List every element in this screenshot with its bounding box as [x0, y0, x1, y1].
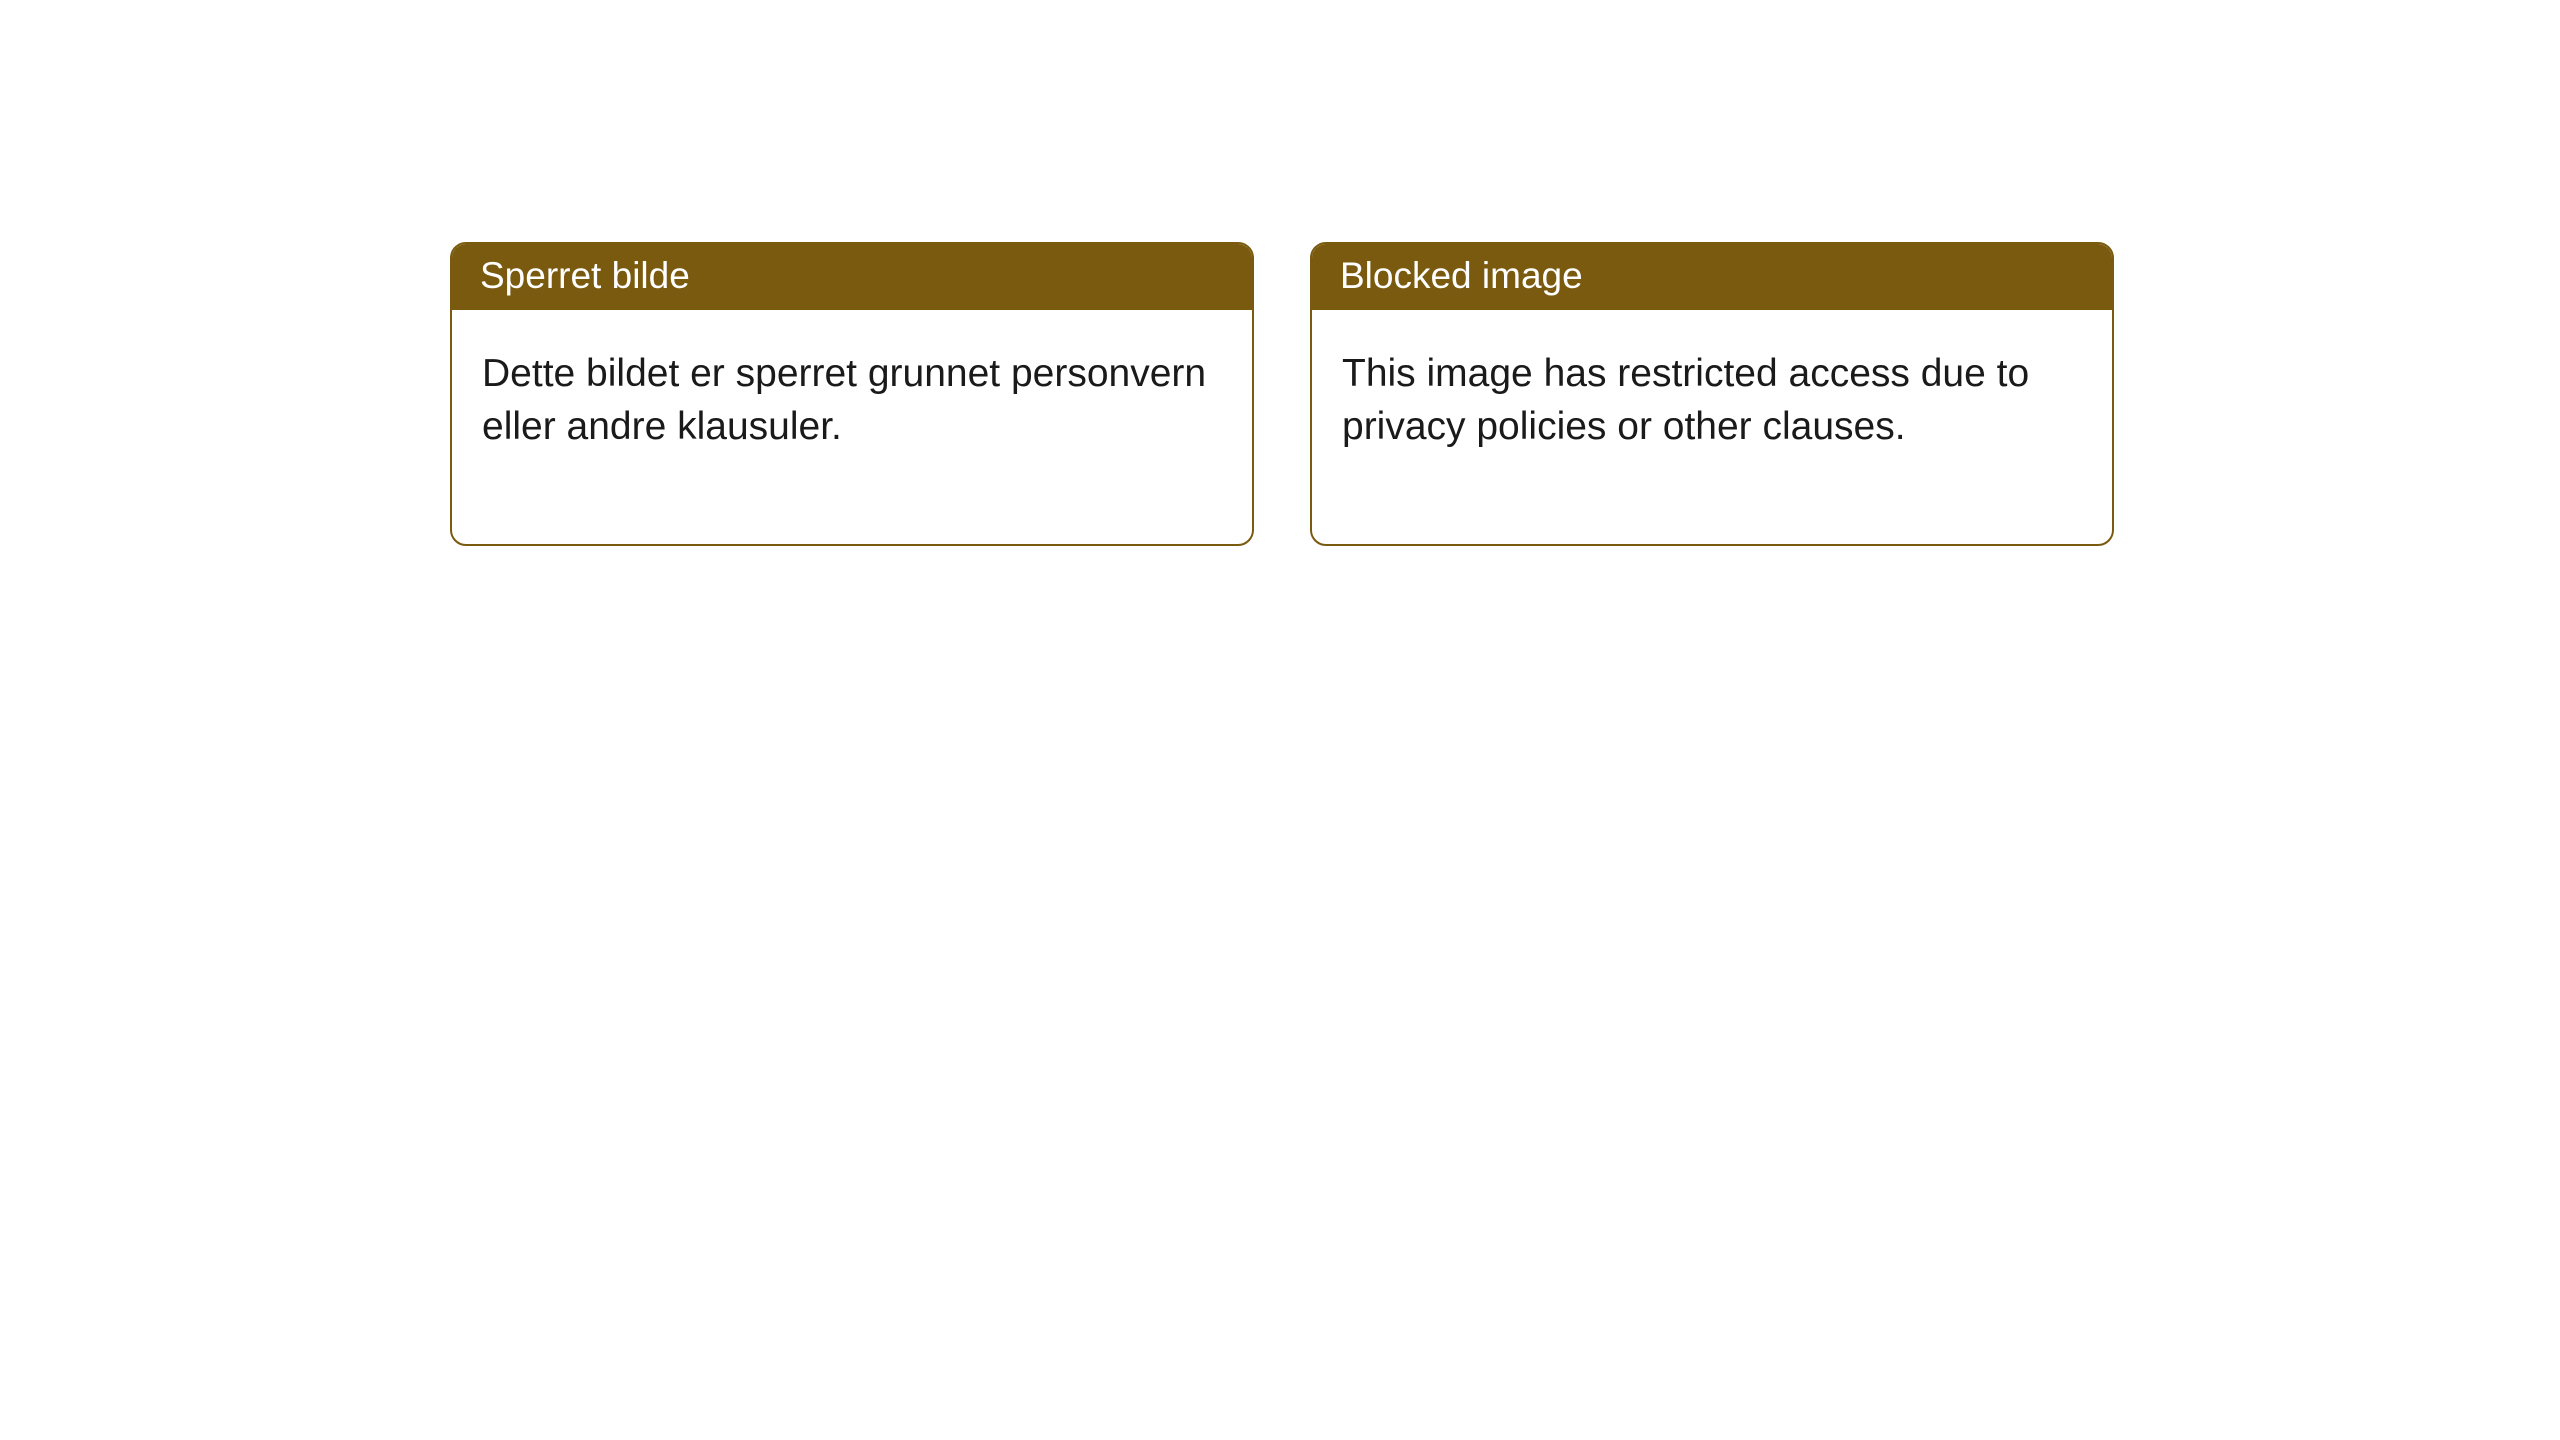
notice-container: Sperret bilde Dette bildet er sperret gr… — [450, 242, 2114, 546]
notice-card-english: Blocked image This image has restricted … — [1310, 242, 2114, 546]
notice-header-norwegian: Sperret bilde — [452, 244, 1252, 310]
notice-body-english: This image has restricted access due to … — [1312, 310, 2112, 543]
notice-header-english: Blocked image — [1312, 244, 2112, 310]
notice-card-norwegian: Sperret bilde Dette bildet er sperret gr… — [450, 242, 1254, 546]
notice-body-norwegian: Dette bildet er sperret grunnet personve… — [452, 310, 1252, 543]
